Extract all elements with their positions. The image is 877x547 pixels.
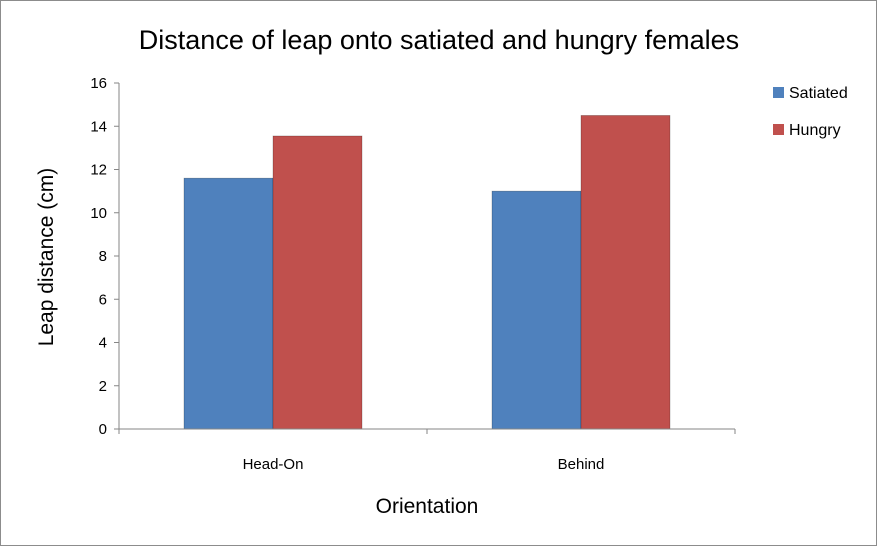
y-ticks-layer: 0 2 4 6 8 10 12 14 16 xyxy=(90,75,119,438)
y-tick-label: 16 xyxy=(90,75,107,92)
bar-hungry-head-on xyxy=(272,135,363,430)
y-tick-label: 12 xyxy=(90,162,107,179)
y-tick-label: 14 xyxy=(90,118,107,135)
chart-title: Distance of leap onto satiated and hungr… xyxy=(139,25,739,55)
y-tick-label: 0 xyxy=(99,421,107,438)
y-axis-title: Leap distance (cm) xyxy=(35,168,58,347)
legend-swatch-hungry xyxy=(773,124,784,135)
y-tick-label: 10 xyxy=(90,205,107,222)
x-tick-label: Behind xyxy=(558,456,605,473)
y-tick-label: 2 xyxy=(99,378,107,395)
x-ticks-layer: Head-On Behind xyxy=(118,429,736,473)
bar-satiated-behind xyxy=(491,190,582,430)
legend-swatch-satiated xyxy=(773,87,784,98)
bar-hungry-behind xyxy=(580,115,671,430)
y-tick-label: 8 xyxy=(99,248,107,265)
bar-satiated-head-on xyxy=(183,177,274,430)
legend: Satiated Hungry xyxy=(773,85,848,139)
legend-label-hungry: Hungry xyxy=(789,122,841,139)
y-tick-label: 6 xyxy=(99,291,107,308)
plot-area: 0 2 4 6 8 10 12 14 16 Head-On Behind xyxy=(90,75,736,473)
y-tick-label: 4 xyxy=(99,335,107,352)
bars-layer xyxy=(183,115,671,430)
x-axis-title: Orientation xyxy=(376,495,479,518)
x-tick-label: Head-On xyxy=(243,456,304,473)
legend-label-satiated: Satiated xyxy=(789,85,848,102)
